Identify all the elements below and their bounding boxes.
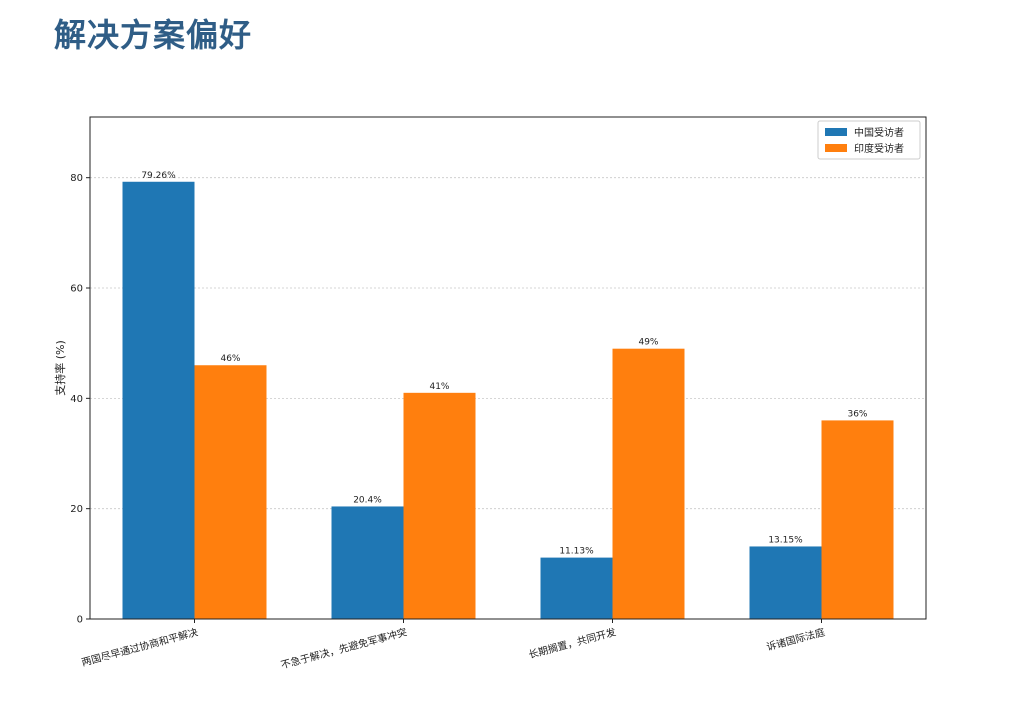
page-title: 解决方案偏好 xyxy=(54,16,253,54)
x-tick-label: 两国尽早通过协商和平解决 xyxy=(80,625,199,669)
bar-china xyxy=(122,181,195,619)
y-tick-label: 80 xyxy=(70,173,83,184)
plot-area: 0 20 40 60 80 79.26% 20.4% 11.13% 13.15% 46% 41% 49… xyxy=(70,116,927,672)
data-label: 13.15% xyxy=(768,535,803,545)
bar-china xyxy=(749,546,822,619)
axes-frame xyxy=(89,116,927,620)
bar-china xyxy=(331,506,404,619)
bar-china xyxy=(540,557,613,619)
data-label: 11.13% xyxy=(559,547,594,557)
x-tick-label: 不急于解决，先避免军事冲突 xyxy=(279,625,408,671)
x-tick-label: 诉诸国际法庭 xyxy=(765,625,826,653)
data-label: 49% xyxy=(638,338,658,348)
x-tick-label: 长期搁置，共同开发 xyxy=(527,625,617,661)
legend-label: 印度受访者 xyxy=(854,142,904,155)
y-tick-label: 0 xyxy=(77,615,83,626)
legend-swatch xyxy=(825,128,847,136)
data-label: 20.4% xyxy=(353,495,382,505)
bar-india xyxy=(194,365,267,619)
y-tick-label: 60 xyxy=(70,284,83,295)
y-tick-label: 40 xyxy=(70,394,83,405)
bar-india xyxy=(403,392,476,619)
y-tick-label: 20 xyxy=(70,504,83,515)
legend-swatch xyxy=(825,144,847,152)
data-label: 41% xyxy=(429,382,449,392)
legend-label: 中国受访者 xyxy=(854,126,904,139)
data-label: 79.26% xyxy=(141,171,176,181)
data-label: 36% xyxy=(847,409,867,419)
data-label: 46% xyxy=(220,354,240,364)
y-axis-label: 支持率 (%) xyxy=(53,340,67,396)
bar-india xyxy=(821,420,894,619)
bar-india xyxy=(612,348,685,619)
